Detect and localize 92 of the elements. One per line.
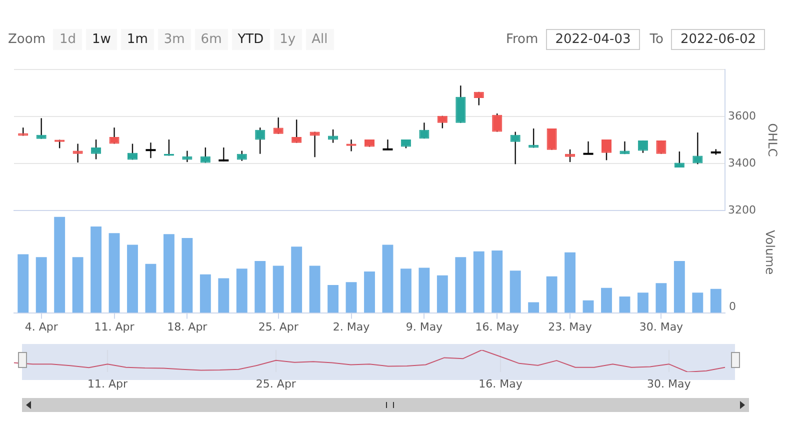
bar xyxy=(108,233,120,313)
bar xyxy=(18,254,29,313)
x-tick-label: 30. May xyxy=(639,320,684,334)
candlestick xyxy=(91,138,102,160)
text: 6m xyxy=(194,28,228,50)
bar xyxy=(582,300,594,313)
bar xyxy=(601,288,612,313)
text: To xyxy=(650,32,664,46)
x-tick-label: 2. May xyxy=(332,320,370,334)
candlestick xyxy=(310,131,320,158)
y-tick-label: 3600 xyxy=(728,109,756,122)
bar xyxy=(510,270,521,313)
text: Zoom xyxy=(8,32,46,46)
candlestick xyxy=(492,112,502,132)
candlestick xyxy=(200,146,210,164)
x-tick-label: 25. Apr xyxy=(258,320,299,334)
bar xyxy=(309,266,320,313)
x-tick-label: 25. Apr xyxy=(256,377,296,390)
bar xyxy=(436,275,448,313)
bar xyxy=(564,252,576,313)
bar xyxy=(127,244,138,313)
candlestick xyxy=(255,126,266,154)
candlestick xyxy=(674,150,684,168)
x-tick-label: 16. May xyxy=(475,320,520,334)
text: 0 xyxy=(729,300,736,314)
x-tick-label: 23. May xyxy=(548,320,592,334)
bar xyxy=(619,296,630,313)
bar xyxy=(455,257,466,313)
candlestick xyxy=(273,116,284,134)
bar xyxy=(236,268,248,313)
bar xyxy=(291,246,302,313)
candlestick xyxy=(510,131,520,165)
text: 2022-06-02 xyxy=(671,28,765,50)
bar xyxy=(637,292,648,313)
bar xyxy=(200,274,211,313)
candlestick xyxy=(437,115,448,129)
bar xyxy=(674,261,685,313)
bar xyxy=(492,250,503,313)
bar xyxy=(145,264,156,313)
bar xyxy=(54,216,66,313)
x-tick-label: 11. Apr xyxy=(94,320,135,334)
bar xyxy=(36,257,47,313)
bar xyxy=(90,226,102,313)
candlestick xyxy=(565,148,576,163)
text: 1y xyxy=(274,28,302,50)
bar xyxy=(328,284,339,313)
candlestick xyxy=(692,132,703,165)
candlestick xyxy=(236,150,247,162)
candlestick xyxy=(292,118,302,144)
text: 2022-04-03 xyxy=(546,28,640,50)
bar xyxy=(163,234,174,313)
bar xyxy=(272,266,284,313)
text: YTD xyxy=(232,28,270,50)
candlestick xyxy=(546,128,557,150)
text: 1m xyxy=(120,28,154,50)
bar xyxy=(546,276,558,313)
candlestick xyxy=(109,126,120,144)
y-axis-title: Volume xyxy=(763,230,777,275)
y-tick-label: 3400 xyxy=(728,156,756,170)
x-tick-label: 4. Apr xyxy=(24,320,58,334)
candlestick xyxy=(474,91,484,106)
bar xyxy=(346,282,357,313)
x-tick-label: 11. Apr xyxy=(88,377,128,390)
bar xyxy=(656,283,667,313)
y-axis-title: OHLC xyxy=(766,123,780,157)
candlestick xyxy=(419,122,430,140)
bar xyxy=(418,268,430,313)
x-tick-label: 9. May xyxy=(406,320,444,334)
bar xyxy=(692,292,704,313)
bar xyxy=(254,261,266,313)
text: 1w xyxy=(86,28,117,50)
text: 3m xyxy=(158,28,191,50)
bar xyxy=(528,302,540,313)
x-tick-label: 16. May xyxy=(478,377,523,390)
bar xyxy=(72,257,84,313)
text: 1d xyxy=(53,28,82,50)
candlestick xyxy=(127,143,138,160)
text: From xyxy=(506,32,538,46)
bar xyxy=(382,244,394,313)
bar xyxy=(710,288,722,313)
bar xyxy=(218,278,230,313)
bar xyxy=(473,251,484,313)
x-tick-label: 30. May xyxy=(647,377,692,390)
bar xyxy=(364,272,375,313)
bar xyxy=(182,238,193,313)
candlestick xyxy=(36,118,46,140)
y-tick-label: 3200 xyxy=(728,203,756,216)
candlestick xyxy=(72,143,83,164)
candlestick xyxy=(328,128,338,144)
text: All xyxy=(306,28,334,50)
x-tick-label: 18. Apr xyxy=(167,320,208,334)
bar xyxy=(400,268,412,313)
